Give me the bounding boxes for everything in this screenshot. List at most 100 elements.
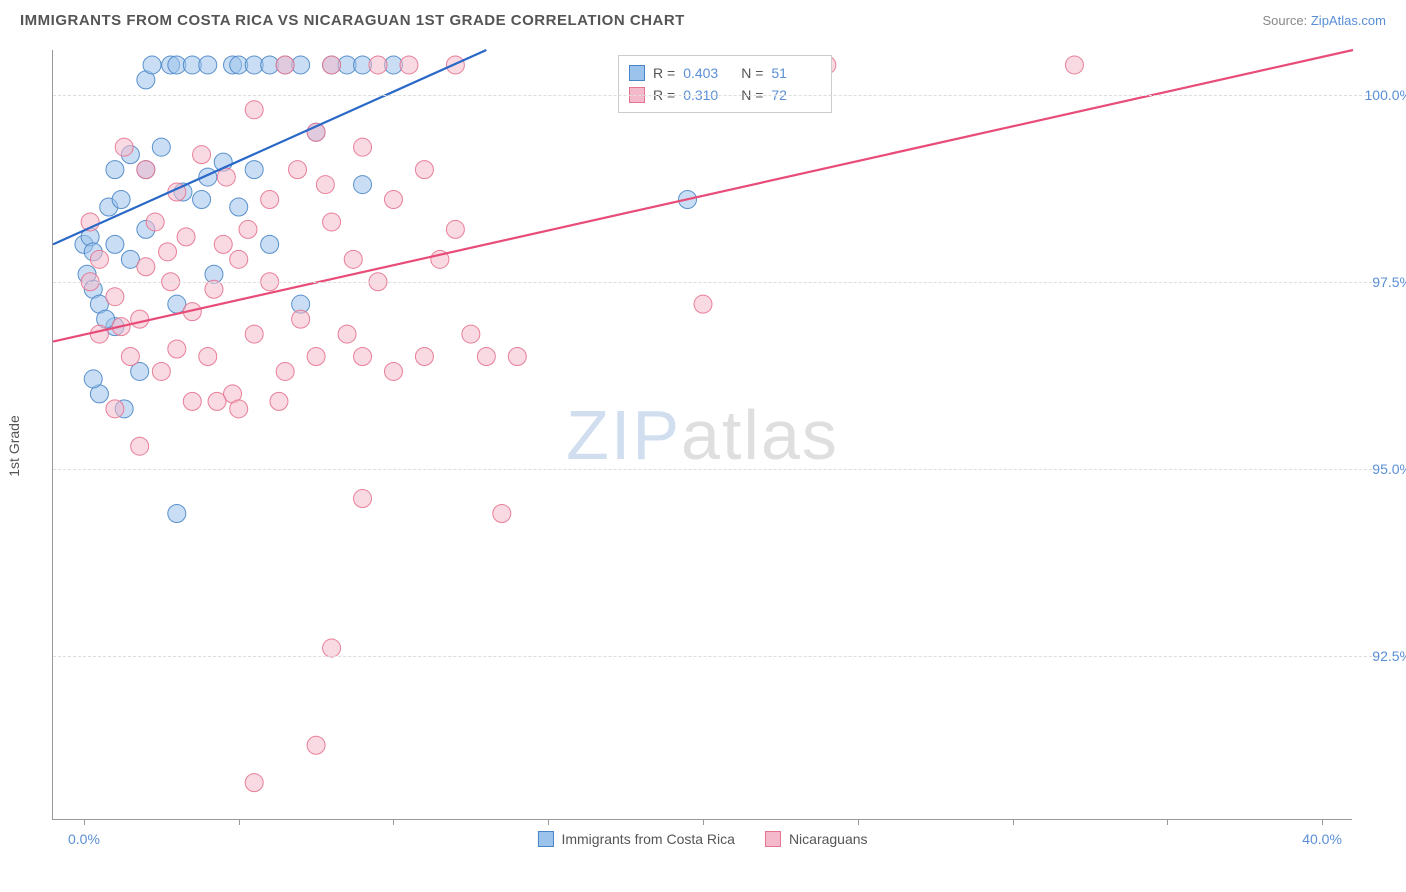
legend-stats: R =0.403N =51R =0.310N =72 (618, 55, 832, 113)
data-point (90, 250, 108, 268)
data-point (115, 138, 133, 156)
data-point (84, 370, 102, 388)
data-point (354, 176, 372, 194)
data-point (131, 437, 149, 455)
x-tick-label: 40.0% (1302, 831, 1342, 847)
data-point (106, 235, 124, 253)
data-point (137, 258, 155, 276)
chart-header: IMMIGRANTS FROM COSTA RICA VS NICARAGUAN… (20, 12, 1386, 29)
data-point (205, 280, 223, 298)
source-attribution: Source: ZipAtlas.com (1262, 13, 1386, 28)
data-point (245, 161, 263, 179)
data-point (230, 400, 248, 418)
y-tick-label: 92.5% (1372, 648, 1406, 664)
data-point (152, 138, 170, 156)
x-tick-label: 0.0% (68, 831, 100, 847)
data-point (354, 348, 372, 366)
data-point (323, 639, 341, 657)
legend-r-value: 0.403 (683, 65, 733, 81)
data-point (208, 392, 226, 410)
legend-n-value: 51 (771, 65, 821, 81)
legend-item: Nicaraguans (765, 831, 868, 847)
data-point (168, 340, 186, 358)
data-point (354, 138, 372, 156)
data-point (307, 348, 325, 366)
data-point (462, 325, 480, 343)
data-point (152, 362, 170, 380)
data-point (106, 400, 124, 418)
data-point (694, 295, 712, 313)
data-point (245, 325, 263, 343)
data-point (245, 774, 263, 792)
data-point (369, 56, 387, 74)
data-point (415, 161, 433, 179)
data-point (276, 362, 294, 380)
data-point (477, 348, 495, 366)
y-tick-label: 95.0% (1372, 461, 1406, 477)
data-point (316, 176, 334, 194)
y-tick-label: 100.0% (1365, 87, 1406, 103)
legend-stat-row: R = 0.403 N = 51 (629, 62, 821, 84)
source-prefix: Source: (1262, 13, 1310, 28)
x-tick-mark (239, 819, 240, 825)
data-point (131, 310, 149, 328)
data-point (159, 243, 177, 261)
legend-series: Immigrants from Costa Rica Nicaraguans (537, 831, 867, 847)
data-point (289, 161, 307, 179)
data-point (193, 191, 211, 209)
data-point (106, 288, 124, 306)
data-point (344, 250, 362, 268)
gridline-h (53, 95, 1372, 96)
data-point (143, 56, 161, 74)
source-link[interactable]: ZipAtlas.com (1311, 13, 1386, 28)
legend-label: Nicaraguans (789, 831, 868, 847)
data-point (270, 392, 288, 410)
legend-label: Immigrants from Costa Rica (561, 831, 734, 847)
data-point (261, 235, 279, 253)
x-tick-mark (393, 819, 394, 825)
legend-swatch (629, 65, 645, 81)
data-point (214, 235, 232, 253)
data-point (1065, 56, 1083, 74)
x-tick-mark (1322, 819, 1323, 825)
data-point (415, 348, 433, 366)
legend-r-label: R = (653, 65, 675, 81)
y-axis-label: 1st Grade (6, 415, 22, 476)
data-point (112, 191, 130, 209)
data-point (239, 220, 257, 238)
gridline-h (53, 282, 1372, 283)
y-tick-label: 97.5% (1372, 274, 1406, 290)
plot-svg (53, 50, 1352, 819)
data-point (446, 220, 464, 238)
x-tick-mark (703, 819, 704, 825)
data-point (261, 191, 279, 209)
data-point (137, 161, 155, 179)
data-point (121, 348, 139, 366)
x-tick-mark (548, 819, 549, 825)
data-point (323, 56, 341, 74)
data-point (384, 191, 402, 209)
legend-n-label: N = (741, 65, 763, 81)
x-tick-mark (84, 819, 85, 825)
data-point (177, 228, 195, 246)
legend-item: Immigrants from Costa Rica (537, 831, 734, 847)
chart-title: IMMIGRANTS FROM COSTA RICA VS NICARAGUAN… (20, 12, 685, 29)
data-point (354, 490, 372, 508)
data-point (230, 250, 248, 268)
data-point (508, 348, 526, 366)
gridline-h (53, 469, 1372, 470)
data-point (199, 348, 217, 366)
legend-swatch (765, 831, 781, 847)
data-point (384, 362, 402, 380)
data-point (323, 213, 341, 231)
data-point (493, 504, 511, 522)
data-point (199, 56, 217, 74)
data-point (230, 198, 248, 216)
data-point (217, 168, 235, 186)
data-point (146, 213, 164, 231)
data-point (292, 310, 310, 328)
x-tick-mark (1167, 819, 1168, 825)
data-point (307, 736, 325, 754)
data-point (276, 56, 294, 74)
gridline-h (53, 656, 1372, 657)
